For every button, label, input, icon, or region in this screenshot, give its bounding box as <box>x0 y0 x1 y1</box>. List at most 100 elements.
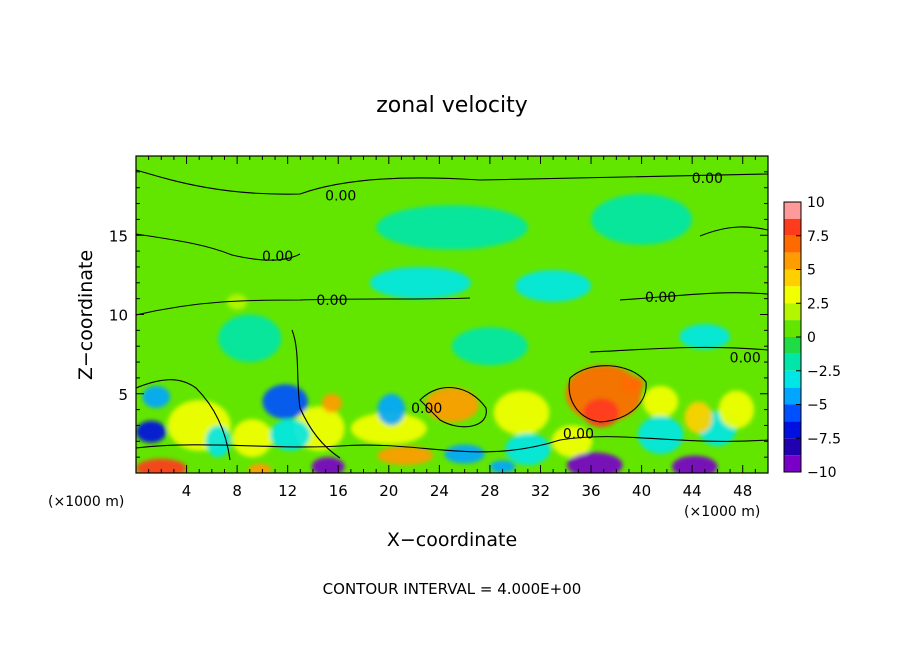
zero-contour-right-upper <box>699 226 768 237</box>
y-tick-label: 10 <box>109 307 128 325</box>
field-feature-31 <box>262 384 308 420</box>
field-feature-5 <box>218 314 282 363</box>
x-tick-label: 20 <box>379 482 398 500</box>
field-feature-38 <box>311 457 345 473</box>
field-feature-12 <box>551 425 593 458</box>
colorbar-band-9 <box>784 353 801 371</box>
contour-label-1: 0.00 <box>692 171 723 187</box>
field-feature-2 <box>452 327 528 366</box>
colorbar-tick-label-1: 7.5 <box>807 229 829 245</box>
x-tick-label: 48 <box>733 482 752 500</box>
x-tick-label: 4 <box>182 482 192 500</box>
field-feature-27 <box>444 444 485 464</box>
field-feature-1 <box>237 232 301 271</box>
contour-labels: 0.00 0.00 0.00 0.00 0.00 0.00 0.00 0.00 <box>262 171 761 442</box>
colorbar-band-15 <box>784 455 801 472</box>
field-feature-0 <box>414 159 617 185</box>
colorbar-band-3 <box>784 252 801 270</box>
x-axis-label: X−coordinate <box>387 529 517 551</box>
colorbar-band-4 <box>784 269 801 287</box>
x-tick-label: 32 <box>531 482 550 500</box>
axis-ticks <box>136 156 768 473</box>
field-feature-6 <box>227 293 248 310</box>
x-tick-labels: 4 8 12 16 20 24 28 32 36 40 44 48 <box>182 482 752 500</box>
field-feature-23 <box>684 401 713 434</box>
field-feature-25 <box>142 385 171 409</box>
field-feature-13 <box>505 433 551 466</box>
contour-label-3: 0.00 <box>316 293 347 309</box>
field-feature-36 <box>583 398 619 428</box>
y-tick-labels: 5 10 15 <box>109 227 128 404</box>
field-feature-20 <box>205 425 231 458</box>
x-tick-label: 16 <box>329 482 348 500</box>
x-tick-label: 12 <box>278 482 297 500</box>
colorbar-band-10 <box>784 370 801 388</box>
y-tick-label: 5 <box>118 386 128 404</box>
colorbar-band-14 <box>784 438 801 456</box>
field-feature-8 <box>515 270 592 302</box>
zero-contour-right <box>619 292 768 301</box>
y-axis-label: Z−coordinate <box>75 250 97 380</box>
contour-label-2: 0.00 <box>262 249 293 265</box>
colorbar-tick-label-0: 10 <box>807 195 825 211</box>
zero-contour-upper <box>136 169 768 195</box>
y-tick-label: 15 <box>109 227 128 245</box>
field-feature-15 <box>369 266 471 299</box>
field-feature-9 <box>642 385 679 418</box>
field-feature-21 <box>269 419 311 451</box>
contour-label-5: 0.00 <box>730 350 761 366</box>
field-feature-18 <box>718 390 755 429</box>
field-feature-39 <box>567 452 623 473</box>
zero-contour-bubble-24 <box>419 387 487 428</box>
zero-contour-upper-mid <box>136 233 301 261</box>
colorbar-tick-labels: 10 7.5 5 2.5 0 −2.5 −5 −7.5 −10 <box>807 195 841 481</box>
colorbar-band-0 <box>784 202 801 219</box>
field-feature-4 <box>591 194 693 245</box>
zero-contour-bottom <box>136 436 768 453</box>
x-tick-label: 40 <box>632 482 651 500</box>
contour-label-7: 0.00 <box>563 426 594 442</box>
x-unit-left: (×1000 m) <box>48 494 124 510</box>
field-feature-22 <box>637 415 684 454</box>
colorbar-band-6 <box>784 303 801 321</box>
plot-area: 0.00 0.00 0.00 0.00 0.00 0.00 0.00 0.00 <box>135 155 769 474</box>
x-tick-label: 24 <box>430 482 449 500</box>
x-tick-label: 44 <box>683 482 702 500</box>
colorbar-band-12 <box>784 404 801 422</box>
colorbar-tick-label-2: 5 <box>807 263 816 279</box>
field-feature-3 <box>376 205 528 250</box>
colorbar-band-5 <box>784 286 801 304</box>
colorbar-band-13 <box>784 421 801 439</box>
field-feature-28 <box>425 387 479 423</box>
colorbar-band-11 <box>784 387 801 405</box>
colorbar-tick-label-8: −10 <box>807 465 837 481</box>
colorbar-band-2 <box>784 235 801 253</box>
contour-lines <box>136 169 768 461</box>
x-tick-label: 28 <box>480 482 499 500</box>
field-feature-24 <box>489 460 516 473</box>
zero-contour-mid <box>136 297 471 316</box>
colorbar-tick-label-4: 0 <box>807 330 816 346</box>
zero-contour-bubble-36 <box>568 365 647 423</box>
field-feature-40 <box>671 455 718 473</box>
contour-label-6: 0.00 <box>411 401 442 417</box>
contour-label-0: 0.00 <box>325 189 356 205</box>
velocity-field <box>136 159 755 473</box>
colorbar-band-7 <box>784 320 801 337</box>
colorbar-band-8 <box>784 337 801 354</box>
colorbar-tick-label-3: 2.5 <box>807 296 829 312</box>
colorbar-tick-label-5: −2.5 <box>807 364 841 380</box>
zero-contour-low-right <box>589 346 768 353</box>
field-feature-34 <box>136 420 167 443</box>
field-feature-11 <box>232 419 273 458</box>
field-feature-7 <box>493 390 550 435</box>
x-tick-label: 8 <box>232 482 242 500</box>
contour-label-4: 0.00 <box>645 290 676 306</box>
zero-contour-low-left <box>136 379 231 461</box>
colorbar-band-1 <box>784 218 801 236</box>
field-feature-37 <box>136 458 187 473</box>
field-feature-16 <box>679 324 731 350</box>
field-feature-26 <box>377 393 406 426</box>
colorbar <box>783 201 802 473</box>
